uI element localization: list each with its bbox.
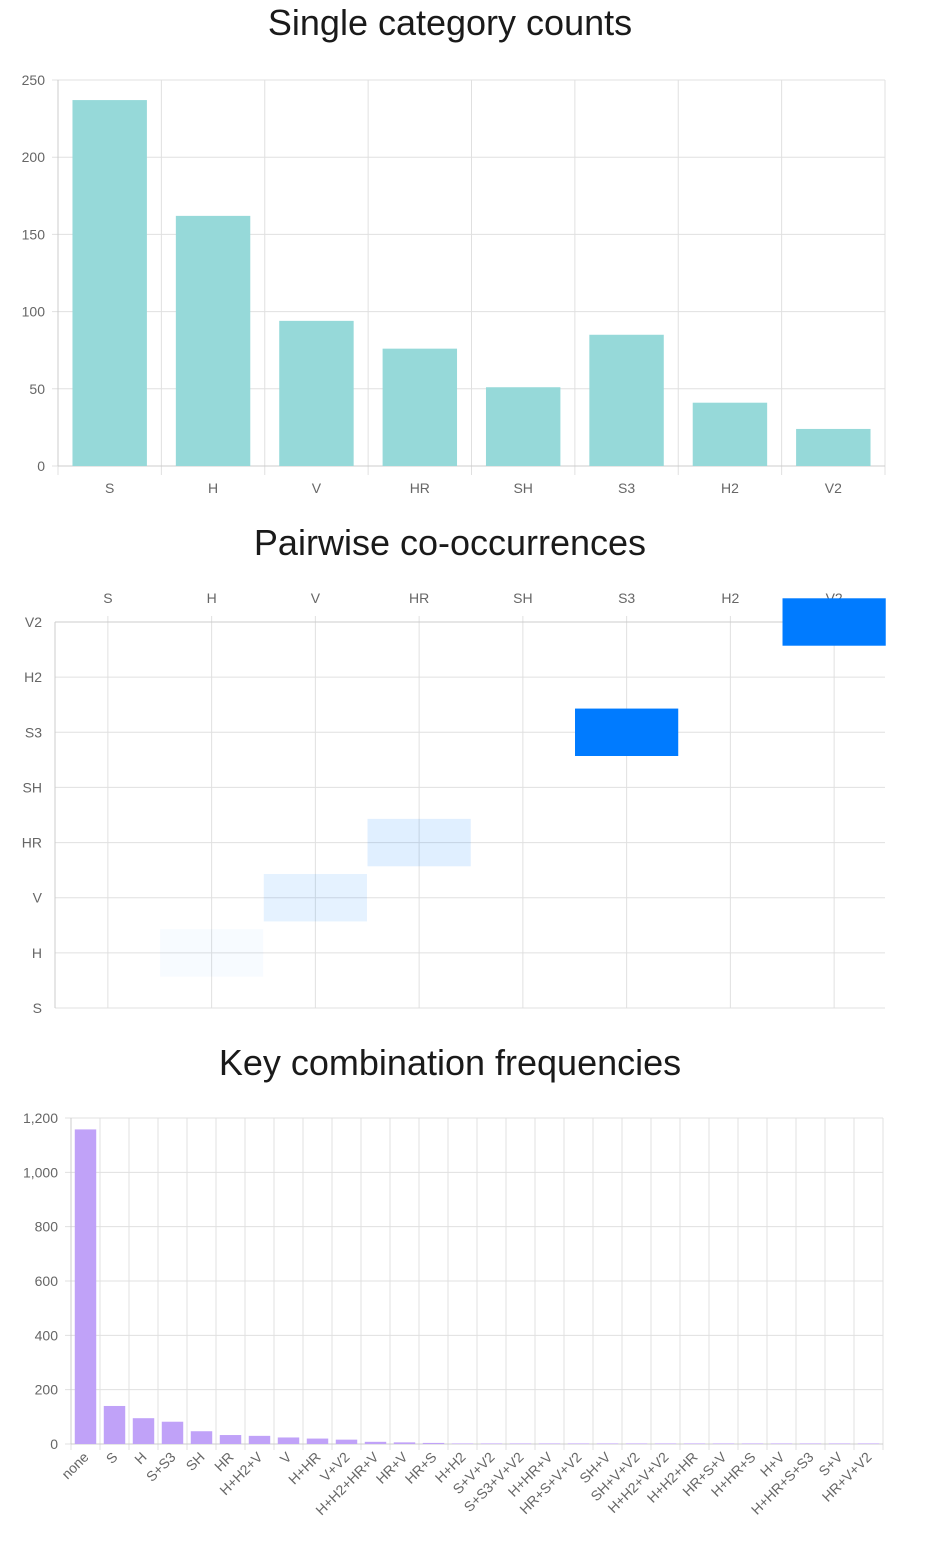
y-tick-label: 50 <box>29 381 45 397</box>
x-tick-label-V2: V2 <box>825 480 842 496</box>
bar-SH+V+V2 <box>625 1443 648 1444</box>
bar-H+H2+HR <box>683 1443 706 1444</box>
x-tick-label-HR: HR <box>409 590 429 606</box>
bar-H+HR+S+S3 <box>799 1443 822 1444</box>
x-tick-label-S: S <box>105 480 114 496</box>
x-tick-label-SH: SH <box>513 590 532 606</box>
bar-HR+V <box>393 1442 416 1444</box>
heatmap-cell-HR-HR <box>367 818 471 867</box>
y-tick-label-S3: S3 <box>25 724 42 740</box>
bar-S <box>103 1405 126 1444</box>
y-tick-label: 200 <box>22 149 46 165</box>
y-tick-label: 0 <box>50 1436 58 1452</box>
x-tick-label-V: V <box>312 480 322 496</box>
bar-H <box>132 1418 155 1444</box>
bar-none <box>74 1129 97 1444</box>
bar-H+HR <box>306 1438 329 1444</box>
bar-S3 <box>589 334 664 466</box>
x-tick-label-none: none <box>58 1449 91 1482</box>
bar-H+H2+V <box>248 1435 271 1444</box>
bar-SH <box>190 1431 213 1444</box>
y-tick-label-H2: H2 <box>24 669 42 685</box>
y-tick-label: 150 <box>22 226 46 242</box>
bar-S+S3 <box>161 1421 184 1444</box>
x-tick-label-V: V <box>311 590 321 606</box>
x-tick-label-SH: SH <box>183 1449 208 1474</box>
bar-H+HR+S <box>741 1443 764 1444</box>
chart-title-single-category-counts: Single category counts <box>267 2 633 43</box>
x-tick-label-S3: S3 <box>618 480 635 496</box>
chart-title-key-combination-frequencies: Key combination frequencies <box>218 1042 682 1083</box>
bar-HR+S+V <box>712 1443 735 1444</box>
bar-V <box>277 1437 300 1444</box>
x-tick-label-H2: H2 <box>721 590 739 606</box>
bar-HR <box>219 1435 242 1444</box>
bar-H+H2+V+V2 <box>654 1443 677 1444</box>
x-tick-label-H: H <box>131 1449 149 1467</box>
bar-SH+V <box>596 1443 619 1444</box>
x-tick-label-HR+S: HR+S <box>402 1449 440 1487</box>
bar-H+HR+V <box>538 1443 561 1444</box>
y-tick-label-SH: SH <box>23 779 42 795</box>
bar-S <box>72 100 147 467</box>
bar-H <box>175 215 251 466</box>
bar-HR <box>382 348 458 466</box>
bar-V <box>279 320 354 466</box>
y-tick-label: 1,200 <box>23 1110 58 1126</box>
x-tick-label-S3: S3 <box>618 590 635 606</box>
heatmap-cell-V2-V2 <box>782 598 886 646</box>
chart-title-pairwise-co-occurrences: Pairwise co-occurrences <box>253 522 647 563</box>
y-tick-label-V2: V2 <box>25 614 42 630</box>
x-tick-label-HR+V: HR+V <box>373 1448 411 1486</box>
bar-S+V+V2 <box>480 1443 503 1444</box>
x-tick-label-HR: HR <box>410 480 430 496</box>
bar-HR+V+V2 <box>857 1443 880 1444</box>
bar-HR+S <box>422 1442 445 1444</box>
x-tick-label-S: S <box>103 1449 121 1467</box>
y-tick-label: 800 <box>35 1219 59 1235</box>
x-tick-label-H: H <box>208 480 218 496</box>
y-tick-label: 600 <box>35 1273 59 1289</box>
bar-SH <box>485 387 561 466</box>
x-tick-label-S+S3: S+S3 <box>143 1449 179 1485</box>
bar-H+H2 <box>451 1443 474 1444</box>
x-tick-label-H+HR: H+HR <box>285 1449 324 1488</box>
y-tick-label: 250 <box>22 72 46 88</box>
y-tick-label-H: H <box>32 945 42 961</box>
x-tick-label-H2: H2 <box>721 480 739 496</box>
bar-V2 <box>796 428 871 466</box>
y-tick-label-S: S <box>33 1000 42 1016</box>
bar-H2 <box>692 402 768 466</box>
bar-S+S3+V+V2 <box>509 1443 532 1444</box>
x-tick-label-V: V <box>277 1448 295 1466</box>
x-tick-label-S: S <box>103 590 112 606</box>
bar-V+V2 <box>335 1439 358 1444</box>
bar-H+H2+HR+V <box>364 1441 387 1444</box>
y-tick-label: 100 <box>22 304 46 320</box>
y-tick-label: 200 <box>35 1382 59 1398</box>
y-tick-label: 1,000 <box>23 1164 58 1180</box>
heatmap-cell-H-H <box>160 929 263 976</box>
bar-S+V <box>828 1443 851 1444</box>
y-tick-label: 400 <box>35 1327 59 1343</box>
bar-H+V <box>770 1443 793 1444</box>
heatmap-cell-S3-S3 <box>575 708 679 756</box>
x-tick-label-H: H <box>207 590 217 606</box>
heatmap-cell-V-V <box>263 874 367 922</box>
x-tick-label-SH: SH <box>513 480 532 496</box>
y-tick-label: 0 <box>37 458 45 474</box>
y-tick-label-V: V <box>33 890 43 906</box>
y-tick-label-HR: HR <box>22 835 42 851</box>
bar-HR+S+V+V2 <box>567 1443 590 1444</box>
